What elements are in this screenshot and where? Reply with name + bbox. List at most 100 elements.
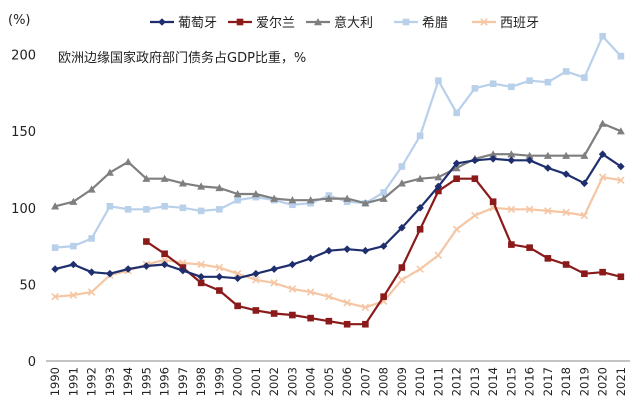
x-tick-label: 1992 [85,367,99,396]
x-tick-label: 2013 [468,367,482,396]
data-point [616,127,625,135]
data-point [51,265,59,273]
y-tick-label: 0 [28,355,36,370]
data-point [306,254,315,263]
series-layer [51,32,625,328]
data-point [70,242,77,250]
x-axis: 1990 1991 1992 1993 1994 1995 1996 1997 1998 1999… [48,367,628,396]
data-point [251,190,260,198]
x-tick-label: 2009 [395,367,409,396]
data-point [525,151,534,159]
data-point [617,52,625,60]
data-point [160,174,169,182]
data-point [88,235,95,242]
data-point [580,151,589,159]
legend-label: 葡萄牙 [178,16,217,31]
data-point [197,279,205,287]
data-point [306,288,315,296]
x-tick-label: 2000 [231,367,245,396]
data-point [270,279,278,287]
data-point [379,194,388,202]
data-point [69,260,78,269]
data-point [489,198,497,205]
data-point [434,182,443,191]
data-point [288,285,297,293]
data-point [51,202,60,210]
x-tick-label: 2001 [249,367,263,396]
chart-annotation: 欧洲边缘国家政府部门债务占GDP比重，% [58,50,306,66]
x-tick-label: 1998 [194,367,208,396]
data-point [233,274,242,283]
data-point [544,164,552,172]
data-point [361,199,370,207]
data-point [544,78,552,86]
data-point [452,163,461,172]
data-point [416,174,425,182]
data-point [416,204,424,212]
x-tick-label: 2005 [322,367,336,396]
data-point [617,162,625,171]
legend-item: 西班牙 [472,16,539,31]
data-point [252,307,260,314]
x-tick-label: 1997 [176,367,190,396]
data-point [507,150,516,158]
data-point [197,260,205,269]
data-point [599,32,606,40]
data-point [343,194,352,202]
x-tick-label: 2008 [377,367,391,396]
data-point [580,179,589,188]
data-point [124,206,132,213]
data-point [544,255,552,262]
data-point [435,77,442,84]
y-axis: 0 50 100 150 200 [11,49,36,370]
x-tick-label: 1991 [66,367,80,396]
data-point [324,194,333,202]
data-point [106,269,114,278]
series-1 [51,150,625,283]
data-point [435,187,442,195]
series-line [55,176,622,309]
legend-label: 爱尔兰 [256,16,295,31]
data-point [234,302,241,310]
data-point [598,150,607,159]
legend-item: 意大利 [306,15,373,31]
data-point [580,211,589,220]
data-point [453,175,460,183]
data-point [598,173,607,181]
data-point [106,202,114,210]
data-point [581,270,588,277]
data-point [252,276,260,284]
data-point [105,168,114,176]
data-point [562,208,570,217]
legend-label: 西班牙 [500,16,539,31]
data-point [270,265,278,273]
data-point [288,196,297,204]
legend-item: 希腊 [394,16,448,31]
data-point [452,159,461,168]
y-axis-unit-label: (%) [8,13,31,28]
data-point [124,265,132,273]
data-point [69,197,78,205]
data-point [307,314,314,322]
data-point [380,189,387,196]
data-point [416,265,424,273]
data-point [489,150,498,158]
data-point [215,272,224,281]
legend: 葡萄牙 爱尔兰 意大利 希腊 西班牙 [150,15,539,31]
x-tick-label: 2018 [559,367,573,396]
data-point [233,269,242,278]
data-point [544,207,552,215]
data-point [489,80,497,88]
data-point [216,206,223,213]
x-tick-label: 2015 [504,367,518,396]
data-point [325,317,333,325]
data-point [179,204,187,212]
x-tick-label: 2011 [431,367,445,396]
data-point [87,268,96,276]
data-point [380,293,387,300]
x-tick-label: 1994 [121,367,135,396]
x-tick-label: 2019 [577,367,591,396]
data-point [562,68,570,75]
series-line [55,35,622,249]
x-tick-label: 2020 [596,367,610,396]
